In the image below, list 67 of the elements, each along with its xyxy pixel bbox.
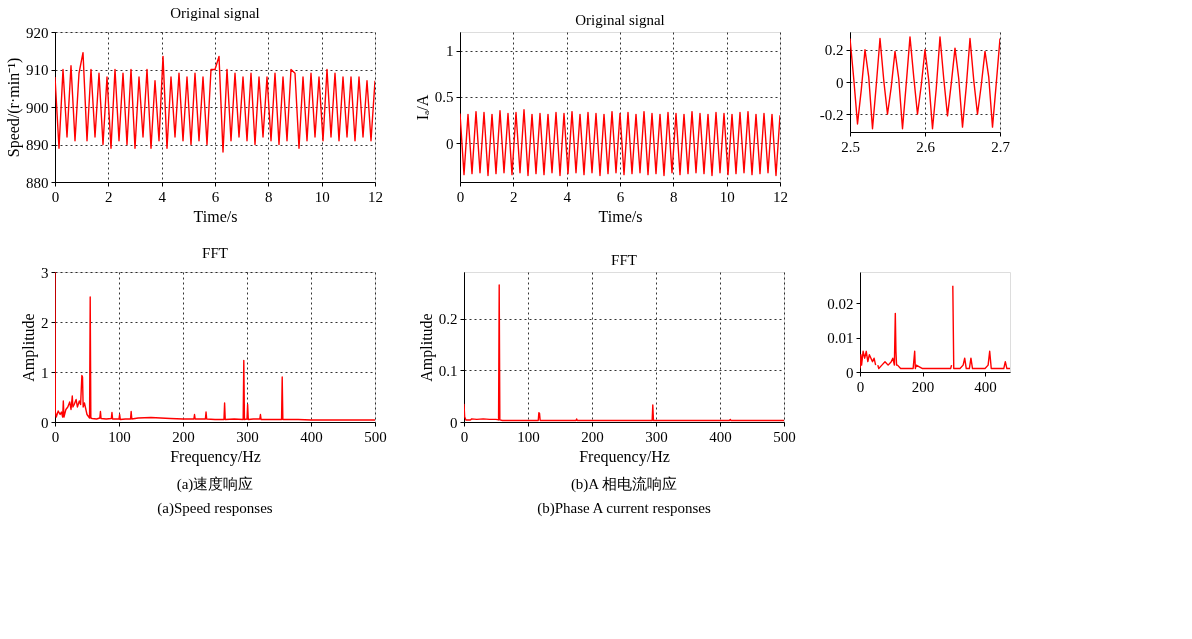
x-tick-label: 4 xyxy=(563,188,572,205)
chart-title: FFT xyxy=(611,252,637,268)
y-tick-label: 0.2 xyxy=(438,311,458,328)
x-tick-label: 6 xyxy=(211,188,220,205)
x-tick-label: 200 xyxy=(172,428,195,445)
text: (a)Speed responses xyxy=(157,500,273,517)
x-tick-label: 10 xyxy=(314,188,330,205)
x-tick-label: 100 xyxy=(517,428,540,445)
x-tick-label: 10 xyxy=(719,188,735,205)
x-tick-label: 8 xyxy=(670,188,678,205)
x-axis-title: Frequency/Hz xyxy=(579,447,670,466)
y-tick-label: 3 xyxy=(41,264,49,281)
y-axis-title: Iₐ/A xyxy=(413,94,431,121)
chart-title: Original signal xyxy=(575,12,665,28)
x-tick-label: 2.5 xyxy=(841,138,860,155)
y-tick-label: 0.5 xyxy=(434,89,454,106)
y-tick-label: 910 xyxy=(26,62,49,78)
y-axis-title: Amplitude xyxy=(417,313,436,382)
y-tick-label: 0.02 xyxy=(827,295,854,312)
y-tick-label: 880 xyxy=(26,174,49,191)
text: (b)A 相电流响应 xyxy=(570,476,678,493)
x-axis-title: Frequency/Hz xyxy=(170,447,261,466)
x-tick-label: 500 xyxy=(773,428,796,445)
x-tick-label: 2.7 xyxy=(991,138,1011,155)
y-tick-label: 0.1 xyxy=(438,362,458,379)
y-tick-label: 0.2 xyxy=(824,42,844,59)
x-tick-label: 200 xyxy=(911,378,935,395)
y-tick-label: 0 xyxy=(450,414,458,431)
y-tick-label: 900 xyxy=(26,99,49,116)
x-tick-label: 2 xyxy=(105,188,113,205)
y-tick-label: 1 xyxy=(41,364,49,381)
x-tick-label: 300 xyxy=(645,428,668,445)
x-tick-label: 400 xyxy=(974,378,997,395)
x-tick-label: 400 xyxy=(709,428,732,445)
text: (a)速度响应 xyxy=(176,476,254,493)
text: (b)Phase A current responses xyxy=(537,500,712,517)
y-tick-label: 0.01 xyxy=(827,330,854,347)
x-tick-label: 6 xyxy=(616,188,625,205)
y-tick-label: 0 xyxy=(846,364,854,381)
x-tick-label: 200 xyxy=(581,428,604,445)
x-tick-label: 300 xyxy=(236,428,259,445)
x-tick-label: 100 xyxy=(108,428,131,445)
x-tick-label: 4 xyxy=(158,188,167,205)
y-tick-label: 1 xyxy=(446,43,454,60)
x-tick-label: 400 xyxy=(300,428,323,445)
y-axis-title: Speed/(r·min⁻¹) xyxy=(5,57,23,158)
chart-title: FFT xyxy=(202,245,228,261)
line-series xyxy=(55,51,375,153)
x-axis-title: Time/s xyxy=(598,207,643,225)
x-axis-title: Time/s xyxy=(193,207,238,225)
x-tick-label: 8 xyxy=(265,188,273,205)
y-tick-label: 0 xyxy=(836,74,844,91)
y-tick-label: -0.2 xyxy=(819,106,844,123)
x-tick-label: 2.6 xyxy=(916,138,936,155)
y-axis-title: Amplitude xyxy=(20,313,38,382)
y-tick-label: 0 xyxy=(41,414,49,431)
chart-title: Original signal xyxy=(170,5,260,21)
x-tick-label: 0 xyxy=(460,428,469,445)
y-tick-label: 920 xyxy=(26,24,49,41)
y-tick-label: 890 xyxy=(26,137,49,153)
x-tick-label: 2 xyxy=(510,188,518,205)
x-tick-label: 12 xyxy=(773,188,788,205)
x-tick-label: 0 xyxy=(856,378,865,395)
x-tick-label: 12 xyxy=(368,188,383,205)
x-tick-label: 500 xyxy=(364,428,387,445)
y-tick-label: 2 xyxy=(41,314,49,331)
line-series xyxy=(460,109,780,177)
